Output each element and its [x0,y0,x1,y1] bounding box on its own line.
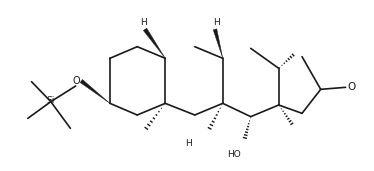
Text: HO: HO [227,150,240,159]
Polygon shape [213,29,223,58]
Text: Si: Si [46,96,55,106]
Text: O: O [73,76,81,86]
Text: H: H [140,18,147,27]
Text: H: H [185,139,192,148]
Text: H: H [213,18,220,27]
Polygon shape [143,28,165,58]
Text: O: O [347,82,355,92]
Polygon shape [80,80,110,103]
